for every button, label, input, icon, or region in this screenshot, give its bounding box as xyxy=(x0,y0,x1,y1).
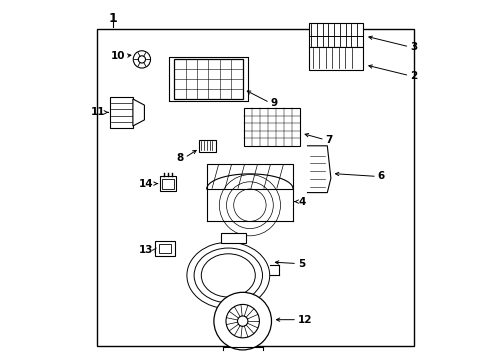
Text: 11: 11 xyxy=(90,107,104,117)
Bar xyxy=(309,47,363,70)
Text: 14: 14 xyxy=(139,179,153,189)
Circle shape xyxy=(213,292,271,350)
Text: 10: 10 xyxy=(110,51,125,61)
Text: 13: 13 xyxy=(139,245,153,255)
Text: 5: 5 xyxy=(297,258,305,269)
Text: 9: 9 xyxy=(270,98,277,108)
Bar xyxy=(162,179,174,189)
Text: 2: 2 xyxy=(409,71,416,81)
Bar xyxy=(206,164,292,189)
Bar xyxy=(97,29,413,346)
Bar xyxy=(244,108,300,146)
Bar xyxy=(309,23,363,47)
Bar xyxy=(160,176,176,191)
Polygon shape xyxy=(307,146,330,193)
Circle shape xyxy=(225,305,259,338)
Bar xyxy=(155,241,175,256)
Text: 3: 3 xyxy=(409,42,416,52)
Text: 12: 12 xyxy=(297,315,312,325)
Text: 8: 8 xyxy=(176,153,183,163)
Circle shape xyxy=(237,316,247,326)
Text: 4: 4 xyxy=(298,197,305,207)
Circle shape xyxy=(138,56,145,63)
Bar xyxy=(174,59,242,99)
Circle shape xyxy=(133,51,150,68)
Text: 7: 7 xyxy=(325,135,332,145)
Bar xyxy=(159,244,171,253)
Polygon shape xyxy=(133,99,144,126)
Bar xyxy=(199,140,215,152)
Bar xyxy=(221,233,246,243)
Text: 6: 6 xyxy=(377,171,384,181)
Text: 1: 1 xyxy=(108,12,117,24)
Bar xyxy=(109,97,133,128)
